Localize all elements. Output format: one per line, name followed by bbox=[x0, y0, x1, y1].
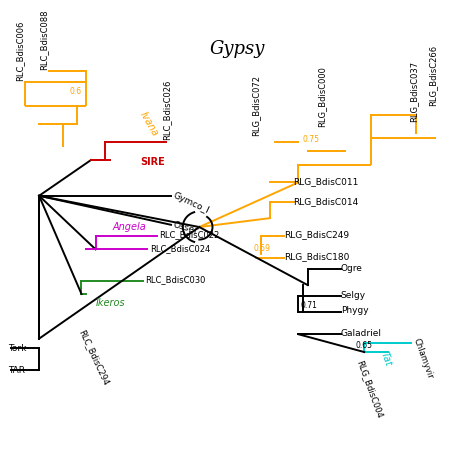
Text: 0.59: 0.59 bbox=[254, 244, 271, 253]
Text: RLG_BdisC000: RLG_BdisC000 bbox=[317, 66, 326, 127]
Text: RLC_BdisC022: RLC_BdisC022 bbox=[159, 230, 219, 239]
Text: Phygy: Phygy bbox=[341, 307, 368, 316]
Text: RLC_BdisC024: RLC_BdisC024 bbox=[150, 244, 210, 253]
Text: RLG_BdisC266: RLG_BdisC266 bbox=[428, 46, 437, 107]
Text: RLG_BdisC249: RLG_BdisC249 bbox=[284, 230, 349, 239]
Text: RLG_BdisC037: RLG_BdisC037 bbox=[409, 61, 418, 122]
Text: RLC_BdisC294: RLC_BdisC294 bbox=[77, 328, 111, 386]
Text: Angela: Angela bbox=[112, 222, 146, 232]
Text: TAR: TAR bbox=[9, 366, 26, 375]
Text: Ogre: Ogre bbox=[341, 264, 363, 273]
Text: SIRE: SIRE bbox=[140, 157, 165, 167]
Text: Osser: Osser bbox=[172, 220, 199, 236]
Text: 0.6: 0.6 bbox=[70, 87, 82, 96]
Text: RLG_BdisC014: RLG_BdisC014 bbox=[293, 197, 359, 206]
Text: RLG_BdisC004: RLG_BdisC004 bbox=[356, 359, 384, 420]
Text: RLC_BdisC026: RLC_BdisC026 bbox=[162, 80, 171, 140]
Text: Gypsy: Gypsy bbox=[210, 39, 264, 57]
Text: 0.71: 0.71 bbox=[301, 301, 318, 310]
Text: RLG_BdisC180: RLG_BdisC180 bbox=[284, 253, 349, 262]
Text: Galadriel: Galadriel bbox=[341, 329, 382, 338]
Text: RLG_BdisC011: RLG_BdisC011 bbox=[293, 177, 359, 186]
Text: Tork: Tork bbox=[9, 344, 27, 353]
Text: Ivana: Ivana bbox=[138, 110, 160, 138]
Text: RLC_BdisC088: RLC_BdisC088 bbox=[39, 9, 48, 70]
Text: RLG_BdisC072: RLG_BdisC072 bbox=[251, 74, 260, 136]
Text: 0.75: 0.75 bbox=[303, 136, 320, 145]
Text: Selgy: Selgy bbox=[341, 292, 366, 301]
Text: Tat: Tat bbox=[378, 350, 393, 367]
Text: RLC_BdisC006: RLC_BdisC006 bbox=[16, 21, 25, 81]
Text: Chlamyvir: Chlamyvir bbox=[412, 337, 435, 380]
Text: 0.65: 0.65 bbox=[356, 341, 373, 350]
Text: RLC_BdisC030: RLC_BdisC030 bbox=[145, 275, 206, 284]
Text: Ikeros: Ikeros bbox=[96, 298, 125, 308]
Text: Gymco_I: Gymco_I bbox=[172, 191, 210, 215]
